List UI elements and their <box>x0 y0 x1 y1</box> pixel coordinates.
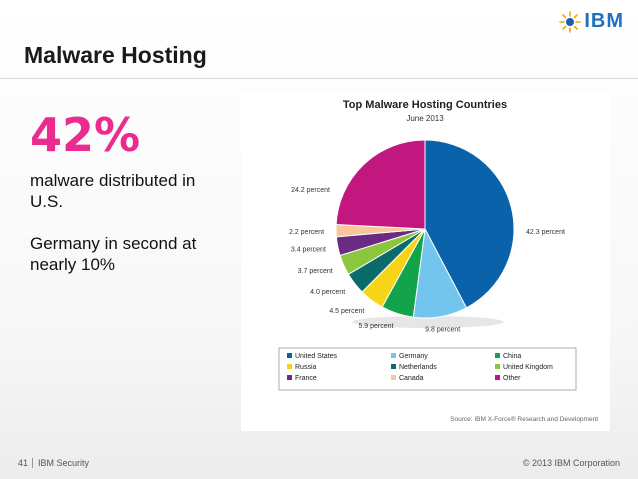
legend-box <box>278 347 577 391</box>
ibm-wordmark: IBM <box>584 10 624 32</box>
slice-label-united-kingdom: 3.7 percent <box>298 268 333 275</box>
slice-label-other: 24.2 percent <box>291 187 330 194</box>
legend-label-germany: Germany <box>399 353 428 360</box>
slice-label-france: 3.4 percent <box>291 247 326 254</box>
pie-chart-panel: Top Malware Hosting Countries June 2013 42… <box>241 92 610 431</box>
legend-label-united-states: United States <box>295 353 338 360</box>
legend-swatch-netherlands <box>391 364 396 369</box>
legend-label-china: China <box>503 353 521 360</box>
legend-swatch-united-states <box>287 353 292 358</box>
footer-separator <box>32 458 33 468</box>
legend-label-canada: Canada <box>399 375 424 382</box>
ibm-logo: IBM <box>559 10 624 33</box>
legend-swatch-other <box>495 375 500 380</box>
pie-slice-united-states <box>424 139 515 309</box>
pie-shadow <box>352 316 504 328</box>
slide-title: Malware Hosting <box>24 42 207 68</box>
legend-label-netherlands: Netherlands <box>399 364 437 371</box>
smarter-planet-icon <box>559 10 582 33</box>
legend-swatch-france <box>287 375 292 380</box>
legend-swatch-canada <box>391 375 396 380</box>
body-line-2: Germany in second at nearly 10% <box>30 234 197 274</box>
legend-label-other: Other <box>503 375 521 382</box>
legend-swatch-russia <box>287 364 292 369</box>
headline-stat: 42% <box>30 108 141 162</box>
body-text: malware distributed in U.S. Germany in s… <box>30 170 230 296</box>
footer-copyright: © 2013 IBM Corporation <box>522 458 620 468</box>
body-line-1: malware distributed in U.S. <box>30 171 196 211</box>
slice-label-united-states: 42.3 percent <box>526 229 565 236</box>
legend-swatch-china <box>495 353 500 358</box>
pie-slice-other <box>335 139 426 230</box>
footer-section: IBM Security <box>38 458 90 468</box>
slice-label-netherlands: 4.0 percent <box>310 289 345 296</box>
pie-chart: Top Malware Hosting Countries June 2013 42… <box>278 99 598 423</box>
slice-label-china: 5.9 percent <box>358 323 393 330</box>
slice-label-germany: 9.8 percent <box>425 326 460 333</box>
legend-swatch-united-kingdom <box>495 364 500 369</box>
chart-title: Top Malware Hosting Countries <box>343 99 507 111</box>
page-number: 41 <box>18 458 29 468</box>
legend-label-russia: Russia <box>295 364 317 371</box>
slice-label-canada: 2.2 percent <box>289 229 324 236</box>
legend-label-france: France <box>295 375 317 382</box>
legend-swatch-germany <box>391 353 396 358</box>
legend-label-united-kingdom: United Kingdom <box>503 364 553 371</box>
chart-source: Source: IBM X-Force® Research and Develo… <box>450 415 598 423</box>
slice-label-russia: 4.5 percent <box>329 308 364 315</box>
chart-subtitle: June 2013 <box>406 114 444 123</box>
title-divider <box>0 78 638 79</box>
